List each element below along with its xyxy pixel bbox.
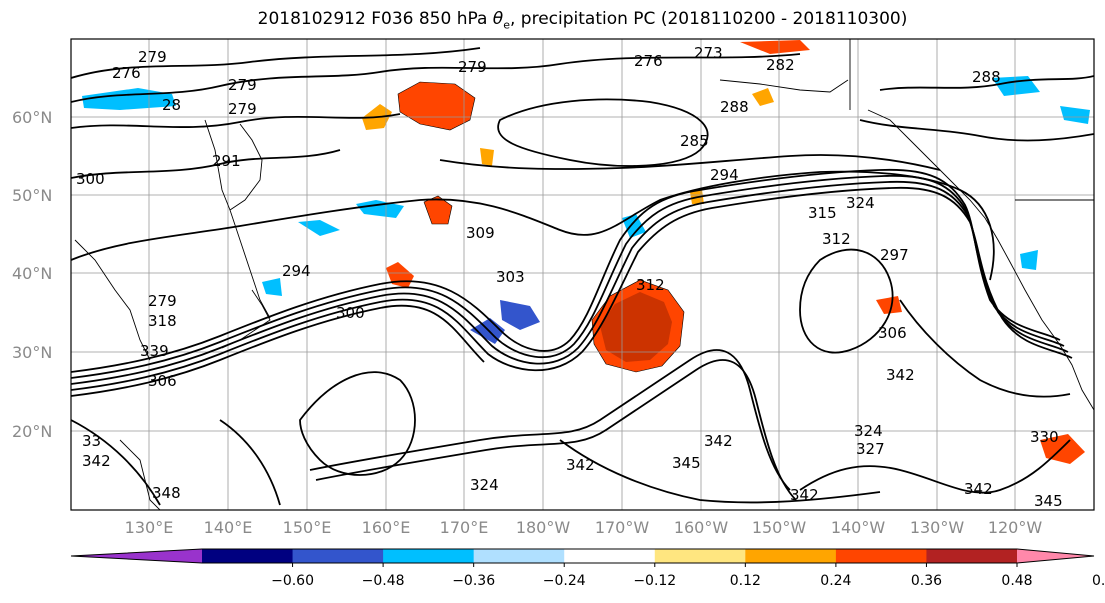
map-title: 2018102912 F036 850 hPa θe, precipitatio… (257, 9, 908, 32)
lon-label: 150°E (283, 518, 332, 537)
contour-label: 276 (634, 52, 663, 70)
contour-label: 309 (466, 224, 495, 242)
colorbar-tick-label: −0.48 (362, 573, 405, 589)
longitude-labels: 130°E 140°E 150°E 160°E 170°E 180°W 170°… (125, 518, 1043, 537)
contour-label: 297 (880, 246, 909, 264)
colorbar-segment (71, 549, 202, 563)
contour-label: 276 (112, 64, 141, 82)
colorbar-tick-label: 0.60 (1092, 573, 1105, 589)
contour-label: 342 (886, 366, 915, 384)
lat-label-50n: 50°N (12, 186, 52, 205)
contour-label: 285 (680, 132, 709, 150)
latitude-labels: 60°N 50°N 40°N 30°N 20°N (12, 108, 52, 441)
colorbar: −0.60 −0.48 −0.36 −0.24 −0.12 0.12 0.24 0.36 0.4… (70, 548, 1105, 589)
colorbar-tick-label: 0.48 (1001, 573, 1032, 589)
lat-label-20n: 20°N (12, 422, 52, 441)
colorbar-segment (292, 549, 384, 563)
colorbar-tick-label: −0.36 (452, 573, 495, 589)
contour-label: 291 (212, 152, 241, 170)
contour-label: 279 (228, 100, 257, 118)
contour-label: 342 (790, 486, 819, 504)
colorbar-segment (473, 549, 565, 563)
precipitation-shading (82, 40, 1090, 464)
contour-label: 345 (672, 454, 701, 472)
contour-label: 312 (636, 276, 665, 294)
contour-label: 279 (458, 58, 487, 76)
contour-label: 327 (856, 440, 885, 458)
colorbar-tick-label: −0.60 (271, 573, 314, 589)
contour-label: 273 (694, 44, 723, 62)
colorbar-tick-label: 0.12 (730, 573, 761, 589)
map-plot-area (71, 39, 1094, 510)
lat-label-60n: 60°N (12, 108, 52, 127)
contour-label: 342 (964, 480, 993, 498)
lon-label: 170°E (440, 518, 489, 537)
contour-label: 294 (282, 262, 311, 280)
colorbar-segment (202, 549, 294, 563)
lon-label: 140°E (204, 518, 253, 537)
contour-label: 324 (470, 476, 499, 494)
contour-label: 279 (138, 48, 167, 66)
contour-label: 300 (336, 304, 365, 322)
contour-label: 306 (148, 372, 177, 390)
lon-label: 140°W (831, 518, 886, 537)
contour-label: 312 (822, 230, 851, 248)
lat-label-40n: 40°N (12, 264, 52, 283)
contour-label: 303 (496, 268, 525, 286)
contour-label: 288 (972, 68, 1001, 86)
contour-label: 342 (704, 432, 733, 450)
colorbar-segment (564, 549, 656, 563)
contour-label: 279 (228, 76, 257, 94)
contour-label: 339 (140, 342, 169, 360)
colorbar-segment (1017, 549, 1094, 563)
lon-label: 160°E (362, 518, 411, 537)
lon-label: 180°W (516, 518, 571, 537)
colorbar-segment (745, 549, 837, 563)
colorbar-segment (383, 549, 475, 563)
lon-label: 130°E (125, 518, 174, 537)
contour-label: 315 (808, 204, 837, 222)
contour-label: 342 (566, 456, 595, 474)
contour-label: 28 (162, 96, 181, 114)
lon-label: 150°W (752, 518, 807, 537)
contour-label: 33 (82, 432, 101, 450)
contour-labels: 276 279 279 28 279 279 276 273 282 288 2… (76, 44, 1063, 510)
colorbar-segment (835, 549, 927, 563)
contour-label: 342 (82, 452, 111, 470)
contour-label: 348 (152, 484, 181, 502)
colorbar-tick-label: −0.12 (633, 573, 676, 589)
theta-e-contours (71, 47, 1094, 506)
contour-label: 330 (1030, 428, 1059, 446)
map-frame (70, 38, 1095, 511)
contour-label: 306 (878, 324, 907, 342)
lat-label-30n: 30°N (12, 343, 52, 362)
colorbar-tick-label: 0.36 (911, 573, 942, 589)
contour-label: 324 (846, 194, 875, 212)
colorbar-segment (654, 549, 746, 563)
contour-label: 279 (148, 292, 177, 310)
contour-label: 300 (76, 170, 105, 188)
colorbar-segment (926, 549, 1018, 563)
contour-label: 345 (1034, 492, 1063, 510)
colorbar-tick-label: 0.24 (820, 573, 851, 589)
contour-label: 288 (720, 98, 749, 116)
lon-label: 130°W (910, 518, 965, 537)
contour-label: 324 (854, 422, 883, 440)
lon-label: 170°W (595, 518, 650, 537)
colorbar-outline (70, 548, 1095, 564)
colorbar-tick-label: −0.24 (543, 573, 586, 589)
lon-label: 120°W (988, 518, 1043, 537)
coastlines (74, 39, 1094, 510)
contour-label: 318 (148, 312, 177, 330)
contour-label: 294 (710, 166, 739, 184)
lon-label: 160°W (674, 518, 729, 537)
contour-label: 282 (766, 56, 795, 74)
